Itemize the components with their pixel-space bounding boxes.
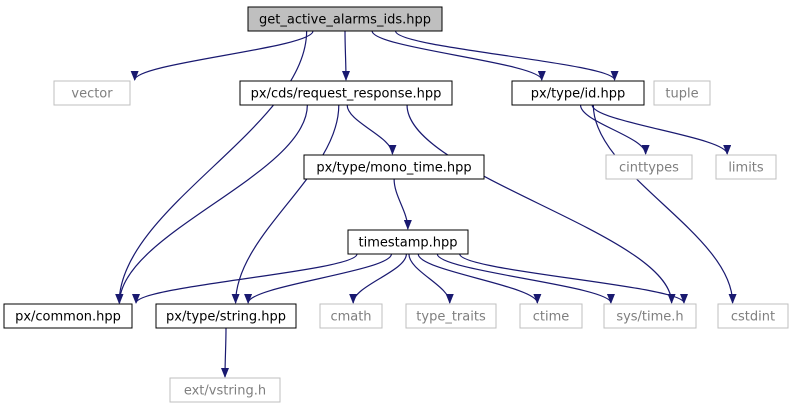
node-id-hpp[interactable]: px/type/id.hpp <box>511 80 645 106</box>
node-label: px/cds/request_response.hpp <box>251 87 442 102</box>
node-label: sys/time.h <box>616 310 683 325</box>
node-tuple: tuple <box>653 80 711 106</box>
edge-request_response-to-string_hpp <box>231 104 340 304</box>
node-vstring: ext/vstring.h <box>169 377 281 403</box>
node-sys-time: sys/time.h <box>603 303 697 329</box>
edge-timestamp-to-sys_time <box>436 253 615 304</box>
node-cmath: cmath <box>319 303 383 329</box>
node-box <box>247 6 443 32</box>
node-box <box>3 303 133 329</box>
edge-root-to-common <box>115 30 308 304</box>
edge-timestamp-to-common <box>132 253 358 304</box>
node-label: cstdint <box>731 310 775 325</box>
edge-timestamp-to-type_traits <box>408 253 454 304</box>
edge-timestamp-to-string_hpp <box>244 253 393 304</box>
node-box <box>303 154 485 180</box>
node-box <box>653 80 711 106</box>
edges-layer <box>115 30 737 378</box>
node-label: px/common.hpp <box>15 310 121 325</box>
edge-timestamp-to-cstdint <box>459 253 688 304</box>
node-label: px/type/id.hpp <box>531 87 626 102</box>
node-box <box>405 303 497 329</box>
node-timestamp[interactable]: timestamp.hpp <box>347 229 469 255</box>
node-label: ctime <box>533 310 570 325</box>
node-box <box>347 229 469 255</box>
node-box <box>605 154 693 180</box>
node-label: limits <box>728 161 764 176</box>
node-type-traits: type_traits <box>405 303 497 329</box>
edge-root-to-tuple <box>394 30 619 81</box>
node-limits: limits <box>715 154 777 180</box>
node-label: type_traits <box>416 310 486 325</box>
node-box <box>717 303 789 329</box>
node-ctime: ctime <box>519 303 583 329</box>
node-label: vector <box>71 87 113 102</box>
edge-request_response-to-cstdint <box>406 104 676 304</box>
node-mono-time[interactable]: px/type/mono_time.hpp <box>303 154 485 180</box>
edge-id_hpp-to-cinttypes <box>579 104 650 155</box>
node-box <box>519 303 583 329</box>
edge-request_response-to-mono_time <box>346 104 397 155</box>
node-common[interactable]: px/common.hpp <box>3 303 133 329</box>
edge-string_hpp-to-vstring <box>221 327 230 378</box>
node-label: timestamp.hpp <box>359 236 458 251</box>
node-label: tuple <box>665 87 698 102</box>
node-label: px/type/string.hpp <box>166 310 286 325</box>
edge-mono_time-to-timestamp <box>393 178 412 230</box>
node-label: cmath <box>330 310 371 325</box>
node-box <box>319 303 383 329</box>
node-label: ext/vstring.h <box>184 384 266 399</box>
node-label: get_active_alarms_ids.hpp <box>259 13 431 28</box>
node-box <box>239 80 453 106</box>
node-request-response[interactable]: px/cds/request_response.hpp <box>239 80 453 106</box>
edge-id_hpp-to-cstdint <box>592 104 737 304</box>
edge-timestamp-to-ctime <box>417 253 542 304</box>
node-box <box>53 80 131 106</box>
edge-request_response-to-common <box>115 104 308 304</box>
edge-root-to-vector <box>130 30 314 81</box>
node-box <box>603 303 697 329</box>
edge-root-to-request_response <box>341 30 350 81</box>
edge-id_hpp-to-limits <box>591 104 732 155</box>
node-box <box>155 303 297 329</box>
node-label: cinttypes <box>619 161 679 176</box>
node-label: px/type/mono_time.hpp <box>316 161 471 176</box>
node-vector: vector <box>53 80 131 106</box>
node-root[interactable]: get_active_alarms_ids.hpp <box>247 6 443 32</box>
node-box <box>511 80 645 106</box>
node-cinttypes: cinttypes <box>605 154 693 180</box>
node-string-hpp[interactable]: px/type/string.hpp <box>155 303 297 329</box>
edge-timestamp-to-cmath <box>349 253 407 304</box>
node-box <box>169 377 281 403</box>
edge-root-to-id_hpp <box>371 30 546 81</box>
node-box <box>715 154 777 180</box>
node-cstdint: cstdint <box>717 303 789 329</box>
